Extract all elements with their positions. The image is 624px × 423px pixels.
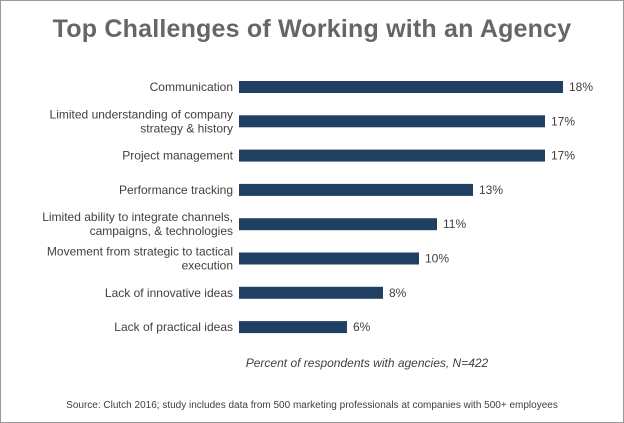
category-label: Communication <box>150 80 233 94</box>
category-label: Limited ability to integrate channels, ca… <box>42 210 233 238</box>
value-label: 17% <box>551 114 575 128</box>
category-label: Lack of innovative ideas <box>105 286 233 300</box>
category-label: Lack of practical ideas <box>114 320 233 334</box>
value-label: 13% <box>479 183 503 197</box>
category-label: Movement from strategic to tactical execu… <box>47 245 233 273</box>
bar <box>239 183 473 196</box>
value-label: 8% <box>389 286 407 300</box>
category-label: Project management <box>122 149 233 163</box>
x-axis-label: Percent of respondents with agencies, N=… <box>245 356 489 370</box>
category-label: Performance tracking <box>119 183 233 197</box>
chart-title: Top Challenges of Working with an Agency <box>52 15 572 43</box>
bar <box>239 81 563 93</box>
bar <box>239 286 383 299</box>
bar <box>239 252 419 265</box>
value-label: 6% <box>353 320 371 334</box>
bar <box>239 115 545 128</box>
bar <box>239 218 437 231</box>
source-note: Source: Clutch 2016; study includes data… <box>66 400 558 411</box>
value-label: 11% <box>443 217 466 231</box>
value-label: 18% <box>569 80 593 94</box>
bar <box>239 149 545 162</box>
value-label: 10% <box>425 252 449 266</box>
bar <box>239 321 347 334</box>
category-label: Limited understanding of company strategy… <box>50 107 233 135</box>
value-label: 17% <box>551 149 575 163</box>
